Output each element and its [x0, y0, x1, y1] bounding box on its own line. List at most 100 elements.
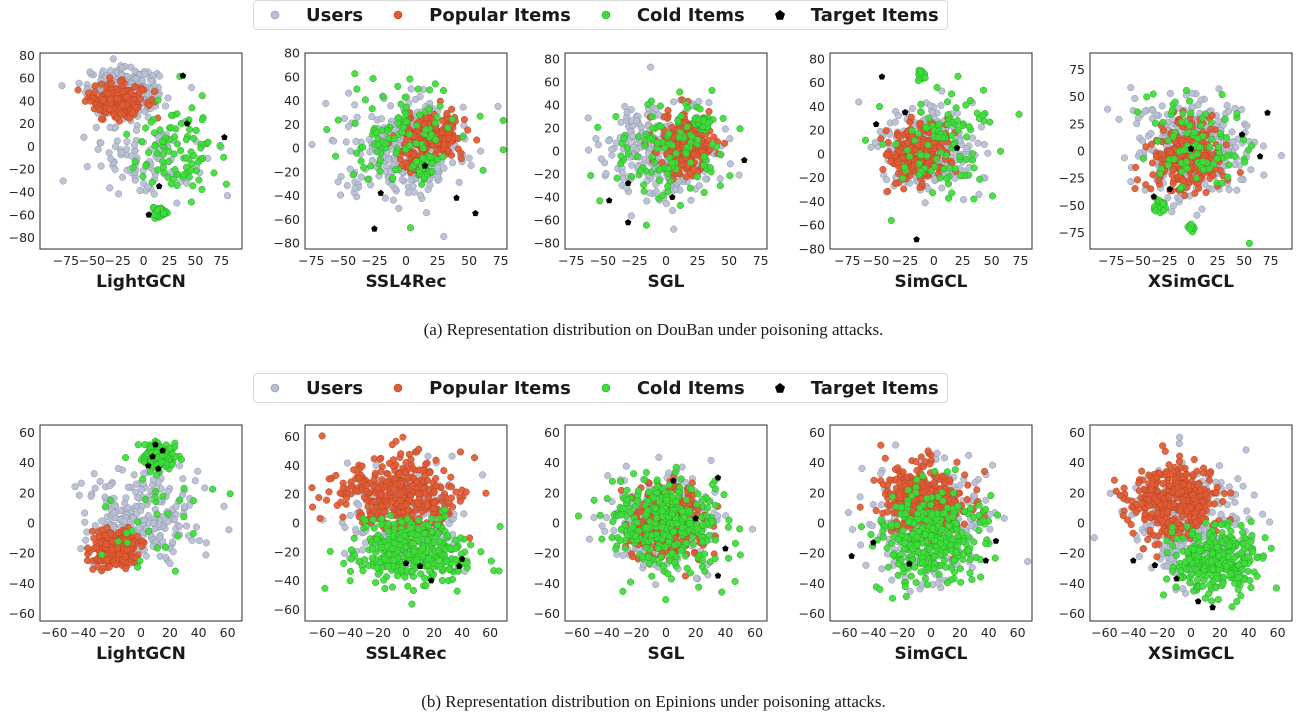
- scatter-point: [155, 533, 163, 541]
- scatter-point: [194, 158, 203, 166]
- scatter-point: [352, 137, 360, 145]
- scatter-point: [1120, 154, 1128, 162]
- scatter-point: [423, 459, 431, 467]
- scatter-point: [629, 143, 637, 151]
- scatter-point: [176, 496, 184, 504]
- y-tick-label: −80: [799, 242, 825, 257]
- target-point: [669, 193, 676, 200]
- scatter-point: [148, 178, 156, 186]
- scatter-point: [649, 124, 657, 132]
- y-tick-label: 80: [809, 51, 825, 66]
- scatter-point: [384, 127, 392, 135]
- y-tick-label: −40: [799, 194, 825, 209]
- scatter-point: [668, 123, 676, 131]
- scatter-point: [1164, 161, 1172, 169]
- scatter-point: [1233, 186, 1241, 194]
- scatter-point: [686, 184, 694, 192]
- scatter-point: [346, 165, 354, 173]
- scatter-point: [449, 503, 457, 511]
- scatter-point: [132, 126, 140, 134]
- scatter-point: [357, 157, 365, 165]
- scatter-point: [948, 189, 956, 197]
- y-tick-label: −75: [1059, 225, 1085, 240]
- scatter-point: [423, 502, 431, 510]
- scatter-point: [1183, 129, 1191, 137]
- scatter-point: [325, 475, 333, 483]
- scatter-point: [470, 454, 479, 462]
- scatter-point: [612, 112, 620, 121]
- y-tick-label: 40: [19, 455, 35, 470]
- scatter-point: [175, 462, 184, 470]
- scatter-point: [460, 510, 468, 518]
- y-tick-label: 20: [19, 116, 35, 131]
- scatter-point: [309, 503, 317, 511]
- scatter-point: [594, 141, 602, 149]
- scatter-point: [1133, 108, 1141, 116]
- y-tick-label: −40: [9, 576, 35, 591]
- scatter-point: [1206, 143, 1214, 151]
- scatter-point: [119, 101, 127, 110]
- x-tick-label: −50: [590, 253, 616, 268]
- x-tick-label: −50: [79, 253, 105, 268]
- scatter-point: [80, 133, 88, 141]
- scatter-point: [153, 510, 161, 518]
- scatter-point: [716, 182, 724, 190]
- x-tick-label: −25: [892, 253, 918, 268]
- scatter-point: [1248, 142, 1256, 150]
- scatter-point: [123, 546, 131, 554]
- scatter-point: [378, 502, 386, 510]
- scatter-point: [362, 481, 371, 489]
- y-tick-label: −20: [534, 167, 560, 182]
- scatter-point: [959, 122, 967, 130]
- scatter-point: [432, 136, 440, 144]
- scatter-point: [683, 123, 691, 131]
- scatter-point: [415, 516, 423, 525]
- scatter-point: [1183, 165, 1191, 173]
- x-tick-label: −25: [1151, 253, 1177, 268]
- scatter-point: [161, 102, 170, 110]
- scatter-point: [879, 140, 887, 148]
- scatter-point: [397, 496, 405, 505]
- scatter-point: [384, 155, 393, 164]
- scatter-point: [925, 114, 933, 122]
- scatter-point: [1132, 163, 1140, 171]
- scatter-point: [376, 455, 384, 463]
- scatter-point: [402, 118, 410, 126]
- scatter-point: [956, 152, 964, 160]
- scatter-point: [421, 489, 429, 497]
- scatter-point: [1188, 89, 1197, 97]
- scatter-point: [137, 486, 145, 494]
- scatter-point: [198, 116, 206, 124]
- scatter-point: [144, 512, 152, 520]
- scatter-point: [108, 546, 116, 554]
- scatter-point: [688, 133, 696, 141]
- scatter-point: [935, 120, 943, 128]
- scatter-point: [409, 464, 417, 472]
- scatter-point: [1164, 194, 1172, 202]
- scatter-point: [404, 189, 412, 197]
- scatter-point: [1185, 97, 1194, 105]
- scatter-point: [986, 118, 994, 126]
- scatter-point: [77, 545, 85, 553]
- scatter-point: [676, 88, 684, 96]
- scatter-point: [186, 125, 194, 134]
- scatter-point: [71, 483, 79, 491]
- scatter-point: [118, 173, 127, 181]
- y-tick-label: −80: [9, 230, 35, 245]
- scatter-point: [584, 114, 592, 122]
- scatter-point: [357, 173, 365, 181]
- scatter-point: [351, 184, 359, 192]
- scatter-point: [106, 95, 114, 103]
- scatter-point: [1186, 122, 1194, 130]
- scatter-point: [123, 539, 131, 547]
- scatter-point: [457, 149, 465, 157]
- scatter-point: [308, 141, 316, 149]
- scatter-point: [91, 88, 99, 96]
- legend-label: Cold Items: [636, 377, 745, 399]
- scatter-point: [1149, 90, 1157, 98]
- scatter-point: [445, 520, 453, 528]
- y-tick-label: −40: [274, 188, 300, 203]
- x-tick-label: −20: [99, 625, 125, 640]
